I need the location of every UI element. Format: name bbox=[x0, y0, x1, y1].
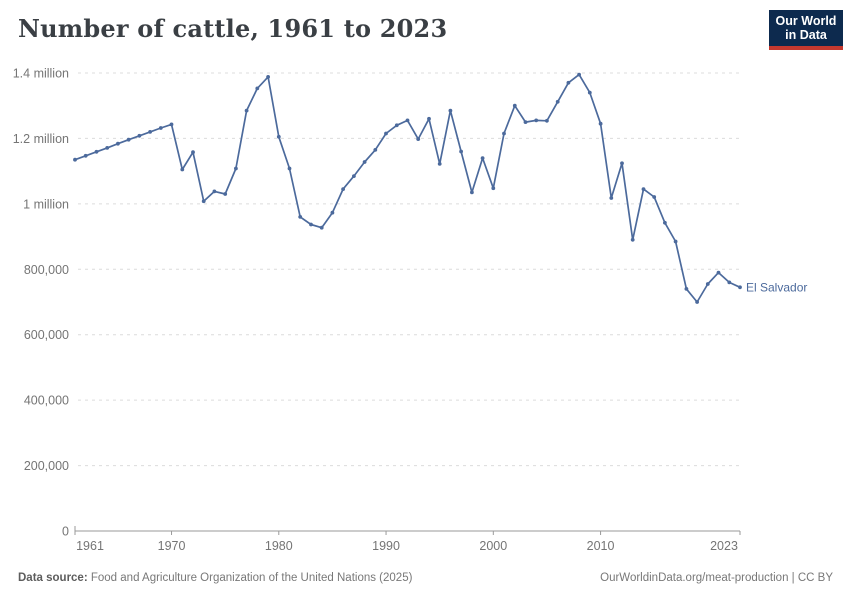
data-point-marker[interactable] bbox=[137, 133, 142, 138]
data-point-marker[interactable] bbox=[523, 120, 528, 124]
data-point-marker[interactable] bbox=[255, 86, 260, 91]
data-point-marker[interactable] bbox=[695, 300, 699, 304]
data-point-marker[interactable] bbox=[148, 130, 153, 134]
y-axis-tick-label: 800,000 bbox=[24, 263, 69, 277]
line-chart-canvas[interactable]: 0 200,000 400,000 600,000 800,000 1 million 1.… bbox=[0, 60, 850, 560]
data-point-marker[interactable] bbox=[705, 282, 710, 286]
data-point-marker[interactable] bbox=[212, 189, 217, 194]
data-point-marker[interactable] bbox=[448, 108, 453, 113]
data-point-marker[interactable] bbox=[491, 186, 496, 191]
y-axis-tick-label: 0 bbox=[62, 525, 69, 539]
data-point-marker[interactable] bbox=[480, 156, 485, 160]
data-point-marker[interactable] bbox=[169, 122, 174, 127]
data-point-marker[interactable] bbox=[384, 131, 388, 136]
owid-logo-line1: Our World bbox=[775, 13, 837, 28]
data-point-marker[interactable] bbox=[223, 192, 228, 196]
data-source-note: Data source: Food and Agriculture Organi… bbox=[18, 572, 412, 584]
data-point-marker[interactable] bbox=[83, 153, 88, 158]
data-point-marker[interactable] bbox=[201, 199, 206, 204]
data-point-marker[interactable] bbox=[352, 174, 356, 178]
data-point-marker[interactable] bbox=[298, 215, 303, 219]
data-point-marker[interactable] bbox=[566, 80, 571, 85]
data-point-marker[interactable] bbox=[266, 75, 270, 79]
data-point-marker[interactable] bbox=[126, 137, 131, 142]
y-axis-tick-label: 200,000 bbox=[24, 459, 69, 473]
data-point-marker[interactable] bbox=[555, 99, 560, 104]
data-point-marker[interactable] bbox=[341, 187, 345, 191]
data-point-marker[interactable] bbox=[663, 220, 667, 225]
data-point-marker[interactable] bbox=[405, 118, 410, 123]
owid-url-link[interactable]: OurWorldinData.org/meat-production | CC … bbox=[600, 572, 833, 584]
data-point-marker[interactable] bbox=[587, 90, 592, 95]
data-point-marker[interactable] bbox=[512, 103, 517, 108]
data-source-label: Data source: bbox=[18, 572, 88, 584]
chart-title: Number of cattle, 1961 to 2023 bbox=[18, 14, 448, 43]
data-line[interactable] bbox=[74, 73, 741, 303]
data-point-marker[interactable] bbox=[437, 162, 442, 166]
data-point-marker[interactable] bbox=[641, 187, 646, 191]
data-point-marker[interactable] bbox=[652, 195, 657, 199]
y-axis-tick-label: 400,000 bbox=[24, 394, 69, 408]
data-point-marker[interactable] bbox=[684, 287, 689, 291]
data-point-marker[interactable] bbox=[459, 149, 463, 154]
data-point-marker[interactable] bbox=[673, 239, 678, 244]
data-point-marker[interactable] bbox=[73, 157, 77, 162]
data-point-marker[interactable] bbox=[394, 123, 399, 128]
data-point-marker[interactable] bbox=[502, 131, 506, 136]
entity-label[interactable]: El Salvador bbox=[746, 280, 807, 294]
data-point-marker[interactable] bbox=[309, 222, 313, 227]
data-point-marker[interactable] bbox=[362, 160, 367, 164]
y-axis-tick-label: 600,000 bbox=[24, 328, 69, 342]
data-point-marker[interactable] bbox=[116, 141, 120, 146]
data-point-marker[interactable] bbox=[330, 210, 335, 215]
data-point-marker[interactable] bbox=[94, 149, 99, 154]
data-point-marker[interactable] bbox=[427, 116, 431, 121]
data-source-text: Food and Agriculture Organization of the… bbox=[87, 572, 413, 584]
x-axis-tick-label: 2000 bbox=[479, 539, 507, 553]
x-axis-tick-label: 1980 bbox=[265, 539, 293, 553]
y-axis-tick-label: 1 million bbox=[23, 197, 69, 211]
owid-logo-line2: in Data bbox=[785, 28, 827, 42]
y-axis-tick-label: 1.2 million bbox=[13, 132, 69, 146]
data-point-marker[interactable] bbox=[287, 166, 292, 171]
y-axis-tick-label: 1.4 million bbox=[13, 67, 69, 81]
x-axis-tick-label: 2023 bbox=[710, 539, 738, 553]
data-point-marker[interactable] bbox=[716, 270, 721, 275]
data-point-marker[interactable] bbox=[105, 146, 110, 150]
data-point-marker[interactable] bbox=[727, 280, 732, 285]
x-axis-tick-label: 1970 bbox=[158, 539, 186, 553]
data-point-marker[interactable] bbox=[598, 121, 603, 126]
data-point-marker[interactable] bbox=[191, 150, 195, 155]
data-point-marker[interactable] bbox=[158, 126, 163, 130]
chart-footer: Data source: Food and Agriculture Organi… bbox=[0, 566, 850, 600]
x-axis-tick-label: 2010 bbox=[587, 539, 615, 553]
data-point-marker[interactable] bbox=[470, 190, 474, 195]
data-point-marker[interactable] bbox=[545, 118, 549, 123]
data-point-marker[interactable] bbox=[609, 196, 614, 200]
owid-logo[interactable]: Our World in Data bbox=[769, 10, 843, 50]
data-point-marker[interactable] bbox=[276, 134, 281, 139]
data-point-marker[interactable] bbox=[180, 167, 185, 172]
data-point-marker[interactable] bbox=[534, 118, 539, 123]
data-point-marker[interactable] bbox=[738, 285, 742, 290]
data-point-marker[interactable] bbox=[630, 237, 635, 242]
data-point-marker[interactable] bbox=[620, 161, 624, 166]
data-point-marker[interactable] bbox=[416, 137, 421, 141]
data-point-marker[interactable] bbox=[319, 225, 324, 230]
x-axis-tick-label: 1990 bbox=[372, 539, 400, 553]
data-point-marker[interactable] bbox=[373, 148, 378, 152]
data-point-marker[interactable] bbox=[244, 108, 249, 113]
data-point-marker[interactable] bbox=[234, 166, 238, 171]
x-axis-tick-label: 1961 bbox=[76, 539, 104, 553]
data-point-marker[interactable] bbox=[577, 72, 581, 77]
